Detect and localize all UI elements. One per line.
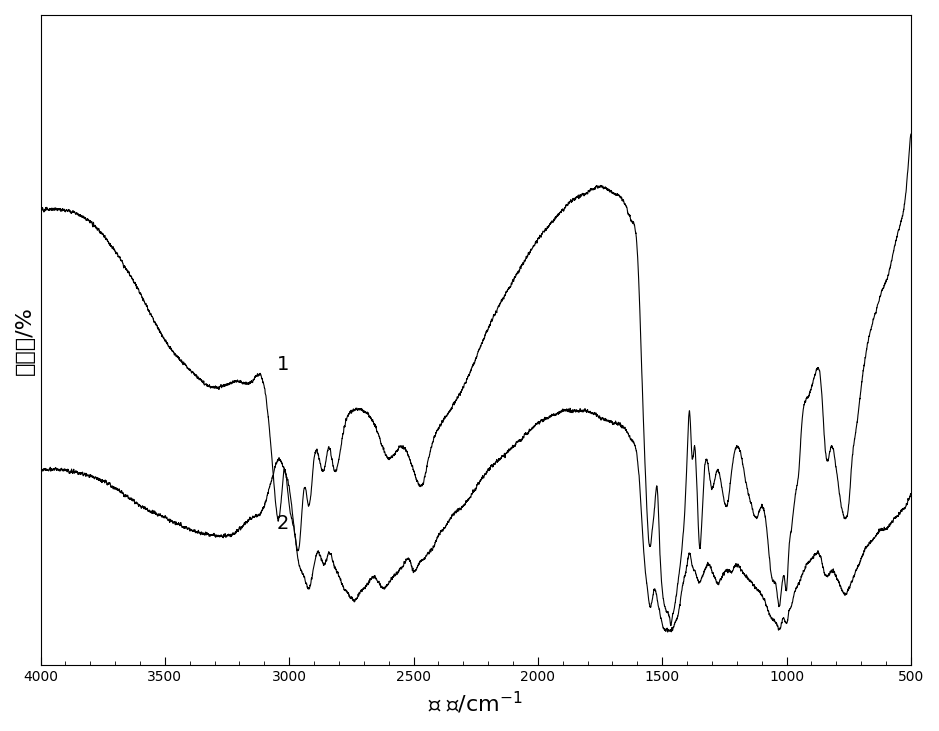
Text: 2: 2 — [277, 515, 289, 534]
Text: 1: 1 — [277, 355, 289, 374]
X-axis label: 波 数/cm$^{-1}$: 波 数/cm$^{-1}$ — [428, 690, 523, 716]
Y-axis label: 透过率/%: 透过率/% — [15, 306, 35, 374]
